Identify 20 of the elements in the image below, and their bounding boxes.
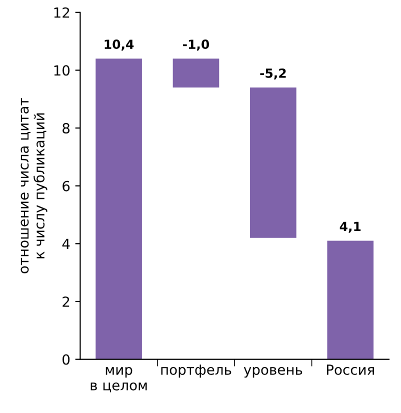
- x-tick-label: мир в целом: [90, 366, 147, 392]
- y-tick-label: 0: [62, 354, 70, 365]
- data-label: -5,2: [260, 68, 286, 80]
- x-tick-label: уровень: [244, 366, 302, 378]
- y-tick-label: 6: [62, 180, 70, 192]
- y-tick-label: 12: [54, 7, 70, 18]
- bar: [327, 240, 374, 360]
- data-label: -1,0: [183, 40, 210, 51]
- data-label: 10,4: [104, 40, 134, 51]
- y-tick-label: 2: [62, 296, 70, 307]
- y-tick-label: 4: [62, 238, 70, 249]
- x-tick-label: Россия: [326, 364, 374, 375]
- bar: [250, 88, 296, 238]
- x-tick-label: портфель: [161, 364, 232, 378]
- y-axis-title: отношение числа цитат к числу публикаций: [20, 98, 48, 274]
- y-tick-label: 10: [54, 65, 70, 76]
- data-label: 4,1: [340, 222, 361, 233]
- y-tick-label: 8: [62, 123, 70, 134]
- bar: [96, 58, 142, 360]
- bar: [172, 58, 220, 88]
